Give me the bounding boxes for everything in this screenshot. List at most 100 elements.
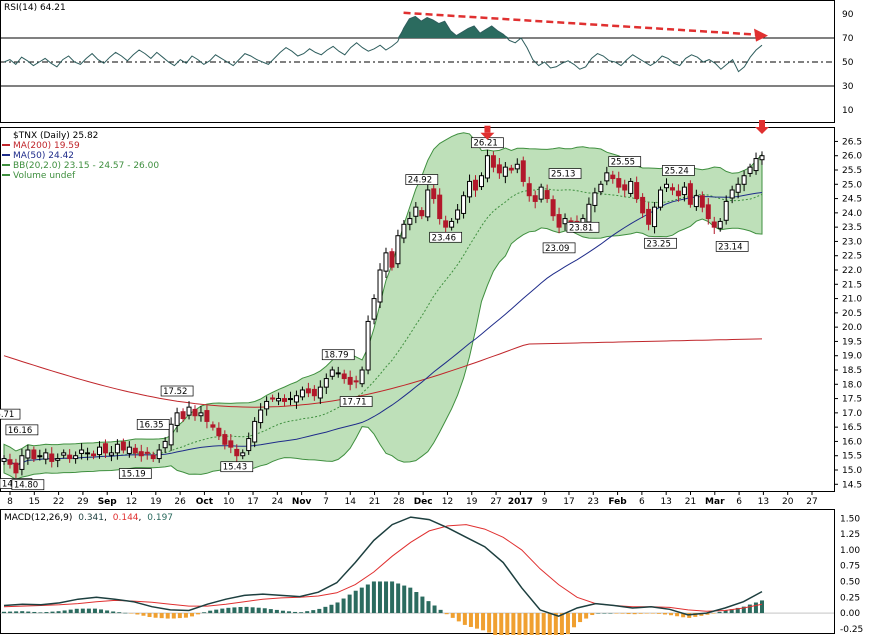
macd-hist-bar	[196, 613, 201, 615]
macd-hist-bar	[753, 602, 758, 614]
candle-body	[246, 438, 252, 452]
candle-body	[419, 210, 425, 217]
macd-hist-bar	[572, 613, 577, 628]
x-label-22: 22	[53, 497, 64, 507]
macd-hist-bar	[402, 585, 407, 614]
candle-body	[592, 192, 598, 206]
macd-hist-bar	[638, 613, 643, 614]
x-label-2017: 2017	[508, 497, 533, 507]
macd-hist-bar	[311, 610, 316, 614]
candle-body	[634, 182, 640, 200]
annotation-box	[429, 231, 463, 243]
candle-body	[114, 443, 120, 454]
macd-hist-bar	[462, 613, 467, 625]
candle-body	[102, 443, 108, 454]
candle-body	[443, 220, 449, 228]
macd-hist-bar	[626, 613, 631, 615]
macd-tick--0.25: -0.25	[840, 625, 863, 635]
macd-hist-bar	[578, 613, 583, 623]
price-tick-17.0: 17.0	[842, 409, 862, 419]
macd-hist-bar	[614, 613, 619, 614]
macd-hist-bar	[335, 602, 340, 614]
candle-body	[723, 200, 729, 221]
macd-hist-bar	[693, 613, 698, 617]
candle-body	[43, 452, 49, 460]
macd-hist-bar	[408, 587, 413, 614]
macd-hist-bar	[38, 612, 43, 614]
annotation-16.16: 16.16	[8, 426, 32, 436]
candle-body	[210, 424, 216, 428]
x-label-10: 10	[223, 497, 235, 507]
price-tick-21.0: 21.0	[842, 295, 862, 305]
candle-body	[478, 175, 484, 188]
candle-body	[37, 455, 43, 458]
candle-body	[658, 189, 664, 208]
candle-body	[228, 440, 234, 448]
macd-tick-0.50: 0.50	[840, 577, 860, 587]
x-axis: 8 15 22 29 Sep 12 19 26 Oct 10 17 24 Nov 7 14 21 28 Dec 12…	[7, 491, 818, 507]
macd-hist-bar	[450, 613, 455, 618]
macd-hist-bar	[499, 613, 504, 635]
annotation-box	[136, 419, 170, 430]
macd-line	[3, 516, 763, 618]
macd-hist-bar	[644, 613, 649, 614]
candle-body	[258, 409, 264, 424]
x-label-21: 21	[369, 497, 380, 507]
price-tick-22.5: 22.5	[842, 252, 862, 262]
candle-body	[449, 220, 455, 228]
macd-hist-bar	[517, 613, 522, 635]
price-tick-24.5: 24.5	[842, 195, 862, 205]
macd-hist-bar	[280, 610, 285, 614]
hist-value: 0.197	[147, 513, 173, 523]
candle-body	[586, 203, 592, 223]
macd-hist-bar	[735, 607, 740, 614]
candle-body	[156, 449, 162, 460]
candle-body	[270, 397, 276, 400]
ma50-line	[3, 192, 763, 466]
rsi-tick-10: 10	[842, 106, 854, 116]
x-label-15: 15	[29, 497, 40, 507]
marker-arrow-stem	[484, 125, 491, 133]
candle-body	[49, 453, 55, 462]
legend-item: Volume undef	[13, 171, 76, 181]
candle-body	[437, 194, 443, 220]
macd-value: 0.341	[78, 513, 104, 523]
candle-body	[568, 220, 574, 223]
rsi-tick-50: 50	[842, 58, 854, 68]
macd-hist-bar	[529, 613, 534, 635]
candle-body	[735, 183, 741, 193]
candle-body	[192, 408, 198, 417]
macd-tick-1.00: 1.00	[840, 546, 860, 556]
annotation-17.52: 17.52	[163, 387, 187, 397]
candle-body	[425, 189, 431, 218]
candle-body	[204, 410, 210, 422]
macd-hist-bar	[474, 613, 479, 629]
annotation-23.81: 23.81	[569, 223, 593, 233]
price-tick-23.0: 23.0	[842, 237, 862, 247]
macd-hist-bar	[92, 608, 97, 614]
candle-body	[604, 172, 610, 182]
macd-hist-bar	[262, 608, 267, 614]
price-tick-25.0: 25.0	[842, 180, 862, 190]
x-label-7: 7	[323, 497, 329, 507]
macd-hist-bar	[347, 594, 352, 614]
macd-hist-bar	[299, 612, 304, 614]
legend-item: MA(200) 19.59	[13, 141, 80, 151]
macd-hist-bar	[99, 609, 104, 614]
candle-body	[407, 218, 413, 225]
macd-hist-bar	[159, 613, 164, 619]
candlesticks	[1, 149, 765, 478]
macd-hist-bar	[14, 611, 19, 614]
candle-body	[276, 398, 282, 402]
price-tick-24.0: 24.0	[842, 209, 862, 219]
candle-body	[299, 389, 305, 398]
macd-hist-bar	[123, 612, 128, 614]
candle-body	[55, 458, 61, 461]
candle-body	[174, 412, 180, 426]
macd-hist-bar	[171, 613, 176, 619]
macd-hist-bar	[602, 613, 607, 614]
macd-hist-bar	[68, 609, 73, 614]
candle-body	[556, 214, 562, 228]
candle-body	[502, 166, 508, 177]
